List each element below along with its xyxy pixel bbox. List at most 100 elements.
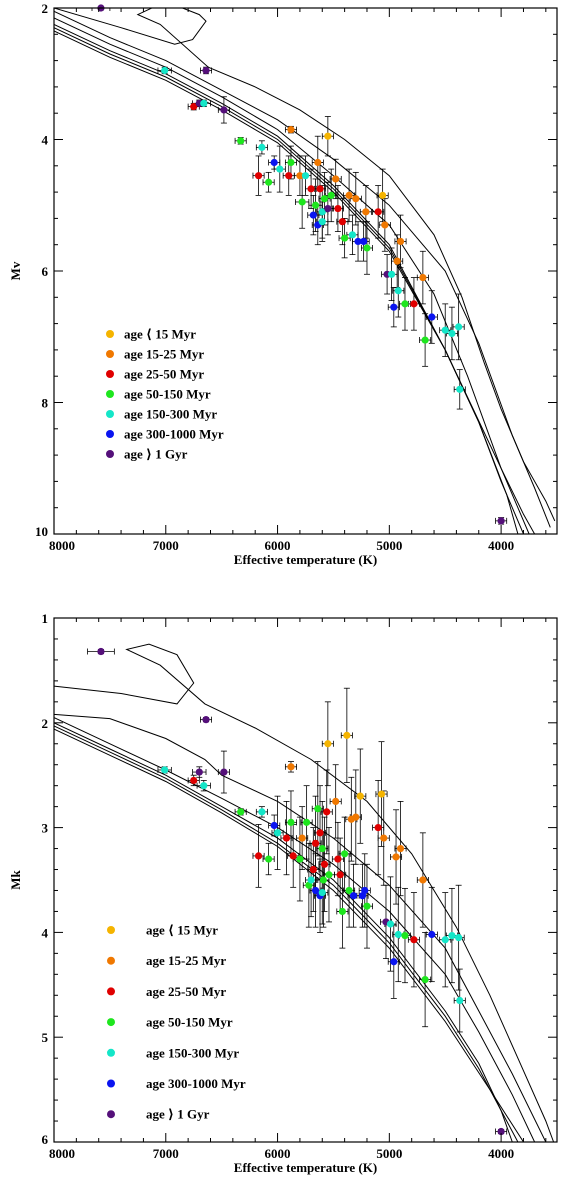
data-point: [273, 829, 282, 837]
isochrone-line: [54, 30, 530, 534]
data-point: [296, 855, 304, 863]
data-point: [348, 231, 357, 239]
data-point: [287, 126, 295, 134]
plot-frame: [53, 617, 558, 1143]
y-axis-label: Mk: [8, 869, 23, 889]
data-point: [448, 329, 456, 338]
data-point: [323, 808, 331, 816]
data-point: [307, 876, 315, 884]
data-point: [392, 853, 400, 861]
data-point: [421, 336, 429, 344]
data-point: [320, 860, 329, 868]
y-tick-label: 6: [42, 1132, 49, 1147]
data-points: [97, 4, 505, 525]
data-point: [254, 172, 263, 180]
data-point: [316, 829, 324, 837]
x-tick-label: 6000: [265, 538, 291, 553]
data-point: [336, 871, 344, 879]
data-point: [334, 855, 342, 863]
data-point: [327, 191, 335, 199]
legend-marker: [107, 1048, 115, 1057]
data-point: [202, 716, 210, 724]
data-point: [318, 218, 326, 226]
data-point: [325, 871, 333, 879]
y-tick-label: 2: [42, 1, 49, 16]
x-tick-label: 8000: [49, 538, 75, 553]
data-point: [314, 805, 322, 813]
y-tick-label: 10: [35, 524, 48, 539]
data-point: [161, 66, 169, 75]
data-point: [237, 137, 245, 145]
x-tick-label: 6000: [265, 1146, 291, 1161]
legend-item: age 25-50 Myr: [106, 367, 204, 382]
data-point: [318, 888, 326, 897]
data-point: [428, 930, 436, 939]
data-point: [352, 195, 360, 203]
data-point: [361, 886, 369, 895]
data-point: [254, 852, 263, 860]
data-point: [287, 158, 295, 167]
legend-marker: [107, 987, 115, 996]
legend-marker: [107, 926, 115, 934]
data-point: [237, 808, 245, 816]
data-point: [220, 768, 228, 776]
legend-item: age 15-25 Myr: [106, 347, 204, 362]
data-point: [386, 920, 395, 928]
data-point: [338, 218, 346, 226]
data-point: [324, 204, 332, 213]
legend-item: age 50-150 Myr: [107, 1015, 233, 1030]
legend-item: age 150-300 Myr: [106, 407, 217, 422]
legend-label: age 300-1000 Myr: [124, 427, 224, 442]
data-point: [401, 931, 409, 940]
data-point: [497, 1127, 505, 1136]
data-point: [354, 237, 362, 246]
data-point: [318, 844, 326, 853]
error-bars: [87, 648, 508, 1135]
legend-item: age 300-1000 Myr: [107, 1076, 246, 1091]
legend: age ⟨ 15 Myr age 15-25 Myr age 25-50 Myr ag…: [107, 923, 246, 1122]
legend-label: age 150-300 Myr: [124, 407, 217, 422]
data-point: [455, 323, 463, 331]
data-point: [200, 782, 208, 790]
data-point: [338, 907, 346, 916]
data-point: [97, 647, 105, 656]
isochrone-line: [54, 8, 556, 522]
x-tick-label: 5000: [376, 1146, 402, 1161]
x-tick-label: 7000: [153, 1146, 179, 1161]
isochrone-line: [54, 27, 519, 534]
data-point: [456, 996, 464, 1005]
legend-marker: [107, 1079, 115, 1088]
data-point: [360, 237, 368, 246]
data-point: [318, 208, 326, 216]
legend-item: age 50-150 Myr: [106, 387, 211, 402]
legend-item: age 15-25 Myr: [107, 953, 226, 968]
data-point: [377, 790, 386, 798]
y-tick-label: 6: [42, 264, 49, 279]
data-point: [220, 106, 228, 114]
legend-label: age 50-150 Myr: [146, 1015, 233, 1030]
legend-item: age 150-300 Myr: [107, 1045, 239, 1060]
data-point: [352, 813, 360, 821]
data-point: [258, 143, 266, 151]
data-point: [381, 221, 389, 229]
data-point: [374, 208, 382, 216]
data-point: [301, 172, 310, 180]
legend-item: age 300-1000 Myr: [106, 427, 224, 442]
data-point: [343, 731, 351, 739]
data-point: [394, 930, 402, 939]
data-point: [298, 198, 306, 206]
isochrone-lines: [54, 643, 555, 1142]
data-point: [441, 326, 449, 334]
data-point: [410, 936, 418, 944]
data-point: [276, 165, 284, 173]
data-point: [419, 273, 427, 282]
isochrone-line: [54, 728, 524, 1142]
legend-label: age ⟩ 1 Gyr: [146, 1107, 210, 1122]
data-point: [287, 818, 295, 826]
data-point: [363, 902, 371, 910]
legend-marker: [106, 330, 114, 338]
data-point: [316, 185, 324, 193]
x-axis-label: Effective temperature (K): [234, 552, 377, 567]
legend-marker: [106, 410, 114, 418]
